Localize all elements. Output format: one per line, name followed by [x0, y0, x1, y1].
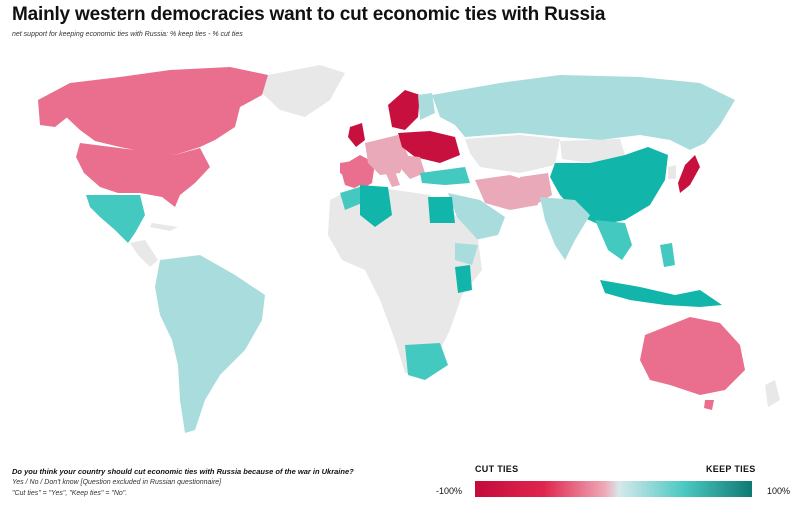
- region-turkey: [420, 167, 470, 185]
- region-central-europe: [365, 135, 408, 175]
- region-south-africa: [405, 343, 448, 380]
- region-italy: [382, 163, 400, 187]
- region-philippines: [660, 243, 675, 267]
- region-egypt: [428, 197, 455, 223]
- region-indonesia: [600, 280, 722, 307]
- region-cuba: [150, 223, 178, 231]
- region-japan: [678, 155, 700, 193]
- region-kenya: [455, 265, 472, 293]
- world-map: [38, 65, 780, 433]
- legend-keep-label: KEEP TIES: [706, 464, 756, 474]
- region-central-america: [130, 240, 158, 267]
- region-korea: [668, 165, 676, 179]
- legend-min-label: -100%: [436, 486, 463, 496]
- region-south-america: [155, 255, 265, 433]
- region-mexico: [86, 195, 145, 243]
- legend-gradient-bar: [475, 481, 752, 497]
- region-poland-ukraine: [398, 131, 460, 163]
- legend-max-label: 100%: [766, 486, 790, 496]
- region-scandinavia: [388, 90, 420, 130]
- legend-cut-label: CUT TIES: [475, 464, 519, 474]
- region-morocco: [340, 187, 362, 210]
- region-uk: [348, 123, 365, 147]
- region-india: [540, 197, 590, 260]
- answer-options: Yes / No / Don't know [Question excluded…: [12, 479, 222, 486]
- region-balkans: [400, 155, 425, 179]
- region-new-zealand: [765, 380, 780, 407]
- chart-title: Mainly western democracies want to cut e…: [12, 4, 606, 25]
- region-central-asia: [465, 135, 560, 173]
- color-legend: CUT TIES KEEP TIES -100% 100%: [430, 464, 790, 504]
- region-algeria: [360, 185, 392, 227]
- region-arabia: [448, 193, 505, 240]
- region-ethiopia: [455, 243, 478, 265]
- region-alaska: [38, 97, 70, 127]
- footer-notes: Do you think your country should cut eco…: [12, 466, 354, 499]
- region-pakistan: [520, 173, 552, 205]
- region-usa: [76, 143, 210, 207]
- region-mongolia: [560, 139, 625, 163]
- region-finland: [418, 93, 435, 120]
- region-iberia: [340, 159, 368, 180]
- region-australia: [640, 317, 745, 395]
- region-greenland: [262, 65, 345, 117]
- chart-subtitle: net support for keeping economic ties wi…: [12, 31, 243, 38]
- region-russia: [432, 75, 735, 150]
- coding-note: "Cut ties" = "Yes", "Keep ties" = "No".: [12, 490, 128, 497]
- region-canada: [38, 67, 268, 155]
- region-southeast-asia: [595, 220, 632, 260]
- survey-question: Do you think your country should cut eco…: [12, 467, 354, 476]
- region-africa: [328, 185, 482, 375]
- region-tasmania: [704, 400, 714, 410]
